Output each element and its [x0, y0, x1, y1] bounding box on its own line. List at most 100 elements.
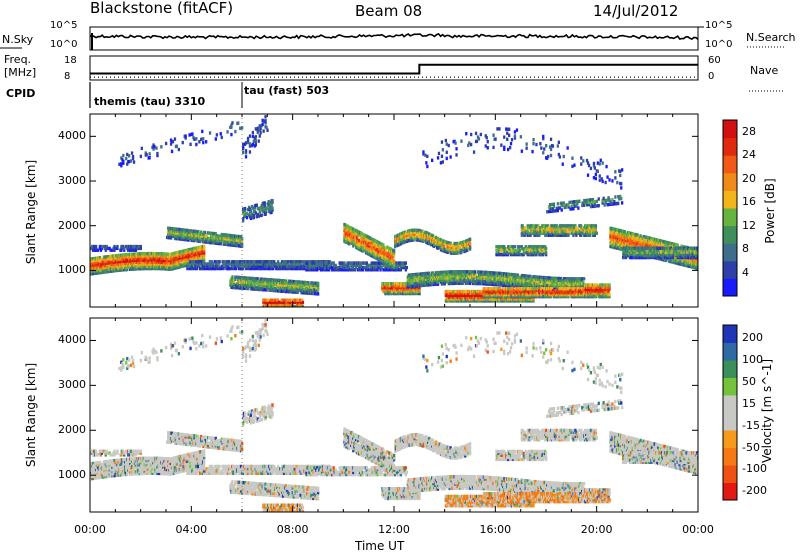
power-cell — [408, 279, 411, 283]
power-cell — [368, 244, 371, 248]
power-cell — [433, 236, 436, 241]
power-cell — [452, 277, 455, 282]
power-cell — [165, 258, 168, 263]
power-cell — [304, 285, 307, 289]
power-cell — [225, 262, 228, 266]
power-cell — [379, 263, 382, 268]
power-cell — [536, 279, 539, 283]
power-cell — [385, 265, 388, 270]
power-cell — [557, 280, 560, 285]
power-cell — [370, 263, 373, 268]
power-cell — [211, 262, 214, 266]
power-cell — [217, 264, 220, 268]
power-cell — [490, 287, 493, 291]
power-cell — [393, 253, 396, 257]
power-cell — [467, 291, 470, 296]
power-cell — [240, 262, 244, 266]
power-cell — [576, 284, 579, 289]
power-cell — [236, 286, 239, 290]
power-cell — [483, 297, 486, 301]
power-cell — [295, 260, 298, 264]
power-cell — [189, 256, 192, 260]
power-cell — [514, 277, 518, 281]
power-cell — [179, 264, 182, 269]
power-cell — [576, 279, 579, 283]
power-cell — [542, 283, 545, 287]
power-cell — [122, 253, 125, 257]
power-cell — [256, 128, 259, 133]
power-cell — [392, 286, 395, 290]
power-cell — [432, 234, 435, 238]
power-cell — [263, 279, 266, 284]
power-cell — [457, 270, 460, 274]
power-cell — [183, 234, 186, 238]
power-cell — [302, 262, 305, 266]
power-cell — [310, 265, 313, 270]
power-cell — [289, 283, 292, 288]
power-cell — [378, 241, 381, 245]
power-cell — [489, 294, 492, 299]
power-cell — [181, 258, 184, 262]
power-cell — [480, 278, 483, 282]
power-cell — [439, 238, 443, 242]
power-cell — [231, 275, 234, 279]
power-cell — [156, 264, 159, 269]
power-cell — [383, 248, 386, 252]
power-cell — [356, 263, 359, 268]
power-cell — [258, 208, 261, 212]
power-cell — [325, 268, 329, 272]
power-cell — [246, 140, 250, 145]
power-cell — [517, 279, 520, 283]
power-cell — [196, 252, 199, 256]
power-cell — [215, 266, 218, 271]
power-cell — [468, 289, 471, 294]
power-cell — [532, 297, 535, 301]
power-cell — [261, 122, 264, 127]
power-cell — [317, 288, 320, 292]
power-cell — [452, 249, 455, 253]
power-cell — [388, 252, 391, 257]
power-cell — [503, 279, 506, 284]
power-cell — [271, 200, 274, 205]
power-cell — [395, 261, 398, 265]
power-cell — [517, 281, 520, 285]
power-cell — [242, 282, 245, 286]
power-cell — [284, 279, 288, 283]
power-cell — [201, 257, 204, 262]
power-cell — [338, 265, 341, 270]
power-cell — [256, 281, 259, 285]
power-cell — [386, 286, 389, 290]
power-cell — [343, 268, 346, 272]
power-cell — [532, 282, 535, 287]
power-cell — [492, 289, 495, 293]
power-cell — [486, 297, 489, 301]
power-cell — [276, 298, 279, 302]
power-cell — [583, 277, 586, 281]
power-cell — [162, 260, 165, 265]
power-cell — [355, 265, 358, 270]
power-cell — [118, 253, 121, 258]
power-cell — [416, 287, 419, 292]
power-cell — [545, 281, 548, 286]
power-cell — [230, 239, 233, 243]
power-cell — [488, 276, 491, 281]
power-cell — [203, 248, 206, 253]
power-cell — [410, 291, 413, 296]
power-cell — [116, 246, 119, 251]
power-cell — [342, 263, 345, 268]
power-cell — [423, 277, 426, 282]
power-cell — [135, 244, 139, 249]
power-cell — [255, 260, 258, 264]
power-cell — [433, 280, 437, 285]
power-cell — [100, 257, 103, 262]
power-cell — [307, 281, 310, 285]
power-cell — [471, 297, 474, 301]
power-cell — [129, 257, 132, 261]
power-cell — [408, 283, 411, 287]
power-cell — [197, 250, 200, 254]
power-cell — [100, 246, 103, 251]
power-cell — [241, 278, 244, 282]
power-cell — [319, 265, 322, 270]
power-cell — [448, 281, 451, 286]
power-cell — [303, 280, 306, 285]
